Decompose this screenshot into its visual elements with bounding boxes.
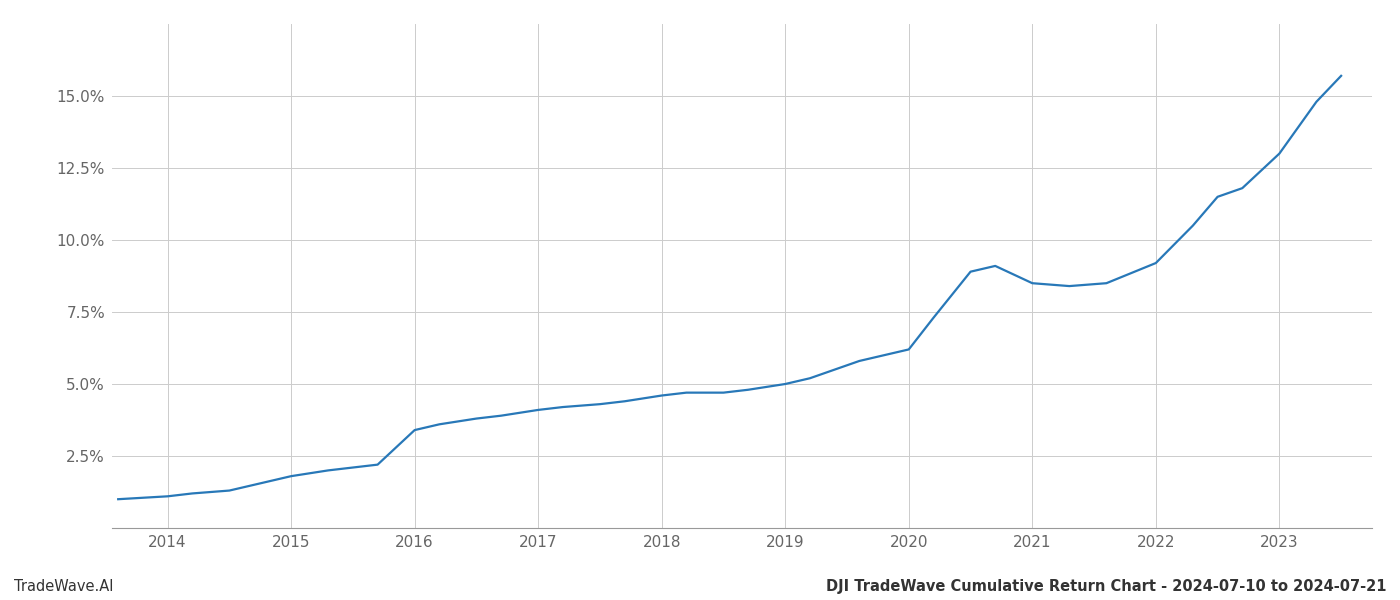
Text: TradeWave.AI: TradeWave.AI <box>14 579 113 594</box>
Text: DJI TradeWave Cumulative Return Chart - 2024-07-10 to 2024-07-21: DJI TradeWave Cumulative Return Chart - … <box>826 579 1386 594</box>
